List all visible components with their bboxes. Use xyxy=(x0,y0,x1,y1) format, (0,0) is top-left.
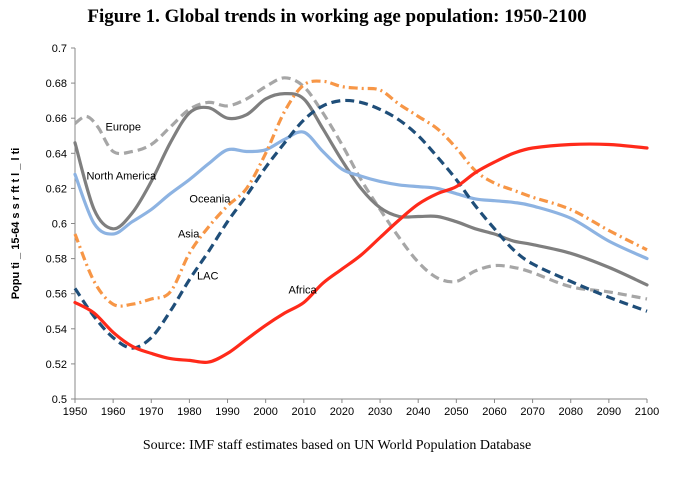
x-tick-label: 2100 xyxy=(635,406,659,418)
x-tick-label: 2000 xyxy=(253,406,277,418)
x-tick-label: 1980 xyxy=(177,406,201,418)
series-label-europe: Europe xyxy=(106,121,141,133)
y-tick-label: 0.54 xyxy=(46,324,67,336)
x-tick-label: 2020 xyxy=(330,406,354,418)
y-tick-label: 0.6 xyxy=(52,219,67,231)
x-tick-label: 2030 xyxy=(368,406,392,418)
y-axis-label: Popu ti _ 15-64 s s r ft t l _ l ti xyxy=(10,148,22,300)
y-tick-label: 0.5 xyxy=(52,394,67,406)
y-tick-label: 0.58 xyxy=(46,254,67,266)
series-label-asia: Asia xyxy=(178,229,200,241)
source-note: Source: IMF staff estimates based on UN … xyxy=(142,438,532,453)
y-tick-label: 0.62 xyxy=(46,183,67,195)
x-tick-label: 2050 xyxy=(444,406,468,418)
series-layer xyxy=(73,76,649,365)
series-line-oceania xyxy=(73,130,649,261)
x-tick-label: 1990 xyxy=(215,406,239,418)
y-tick-label: 0.7 xyxy=(52,43,67,55)
series-line-africa xyxy=(73,142,649,365)
x-tick-label: 2010 xyxy=(292,406,316,418)
series-label-north-america: North America xyxy=(86,171,157,183)
axes: 0.5 0.52 0.54 0.56 0.58 0.6 0.62 0.64 0.66 0.68 0.… xyxy=(10,43,659,418)
x-tick-label: 2060 xyxy=(482,406,506,418)
y-tick-label: 0.66 xyxy=(46,113,67,125)
x-tick-label: 2040 xyxy=(406,406,430,418)
y-tick-label: 0.68 xyxy=(46,78,67,90)
series-label-oceania: Oceania xyxy=(189,193,231,205)
series-label-africa: Africa xyxy=(289,285,318,297)
x-tick-label: 2090 xyxy=(597,406,621,418)
y-tick-label: 0.52 xyxy=(46,359,67,371)
x-tick-label: 1950 xyxy=(63,406,87,418)
x-tick-label: 2080 xyxy=(558,406,582,418)
series-label-lac: LAC xyxy=(197,271,218,283)
series-line-lac xyxy=(73,98,648,350)
x-tick-label: 1970 xyxy=(139,406,163,418)
y-tick-label: 0.56 xyxy=(46,289,67,301)
series-line-asia xyxy=(73,79,648,308)
x-tick-label: 1960 xyxy=(101,406,125,418)
x-tick-label: 2070 xyxy=(520,406,544,418)
series-labels: Europe North America Oceania Asia LAC Africa xyxy=(86,121,317,296)
y-tick-label: 0.64 xyxy=(46,148,67,160)
chart-title: Figure 1. Global trends in working age p… xyxy=(87,6,587,27)
series-line-europe xyxy=(74,76,648,301)
